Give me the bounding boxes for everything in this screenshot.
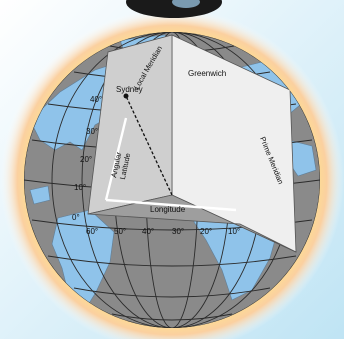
longitude-arc: [105, 198, 237, 212]
parallel-line: [111, 313, 233, 321]
longitude-tick: 10°: [228, 227, 240, 236]
sydney-point: [123, 93, 129, 99]
longitude-tick: 40°: [142, 227, 154, 236]
globe-cap-highlight: [172, 0, 200, 8]
longitude-label: Longitude: [150, 205, 186, 214]
latitude-tick: 40°: [90, 95, 102, 104]
longitude-tick: 30°: [172, 227, 184, 236]
parallel-line: [73, 287, 271, 298]
latitude-ticks: 40° 30° 20° 10° 0°: [72, 95, 102, 222]
globe: [24, 32, 320, 328]
longitude-ticks: 60° 50° 40° 30° 20° 10°: [86, 227, 240, 236]
landmass-island: [29, 185, 51, 205]
sydney-label: Sydney: [116, 85, 143, 94]
cutaway-wedge: [87, 34, 297, 253]
sydney-ray: [125, 95, 173, 196]
latitude-tick: 0°: [72, 213, 80, 222]
latitude-tick: 10°: [74, 183, 86, 192]
latitude-tick: 30°: [86, 127, 98, 136]
longitude-tick: 20°: [200, 227, 212, 236]
parallel-line: [47, 255, 297, 267]
longitude-tick: 60°: [86, 227, 98, 236]
latitude-arc: [104, 117, 128, 201]
greenwich-label: Greenwich: [188, 69, 226, 78]
longitude-tick: 50°: [114, 227, 126, 236]
latitude-tick: 20°: [80, 155, 92, 164]
wedge-face-bottom: [87, 194, 297, 253]
